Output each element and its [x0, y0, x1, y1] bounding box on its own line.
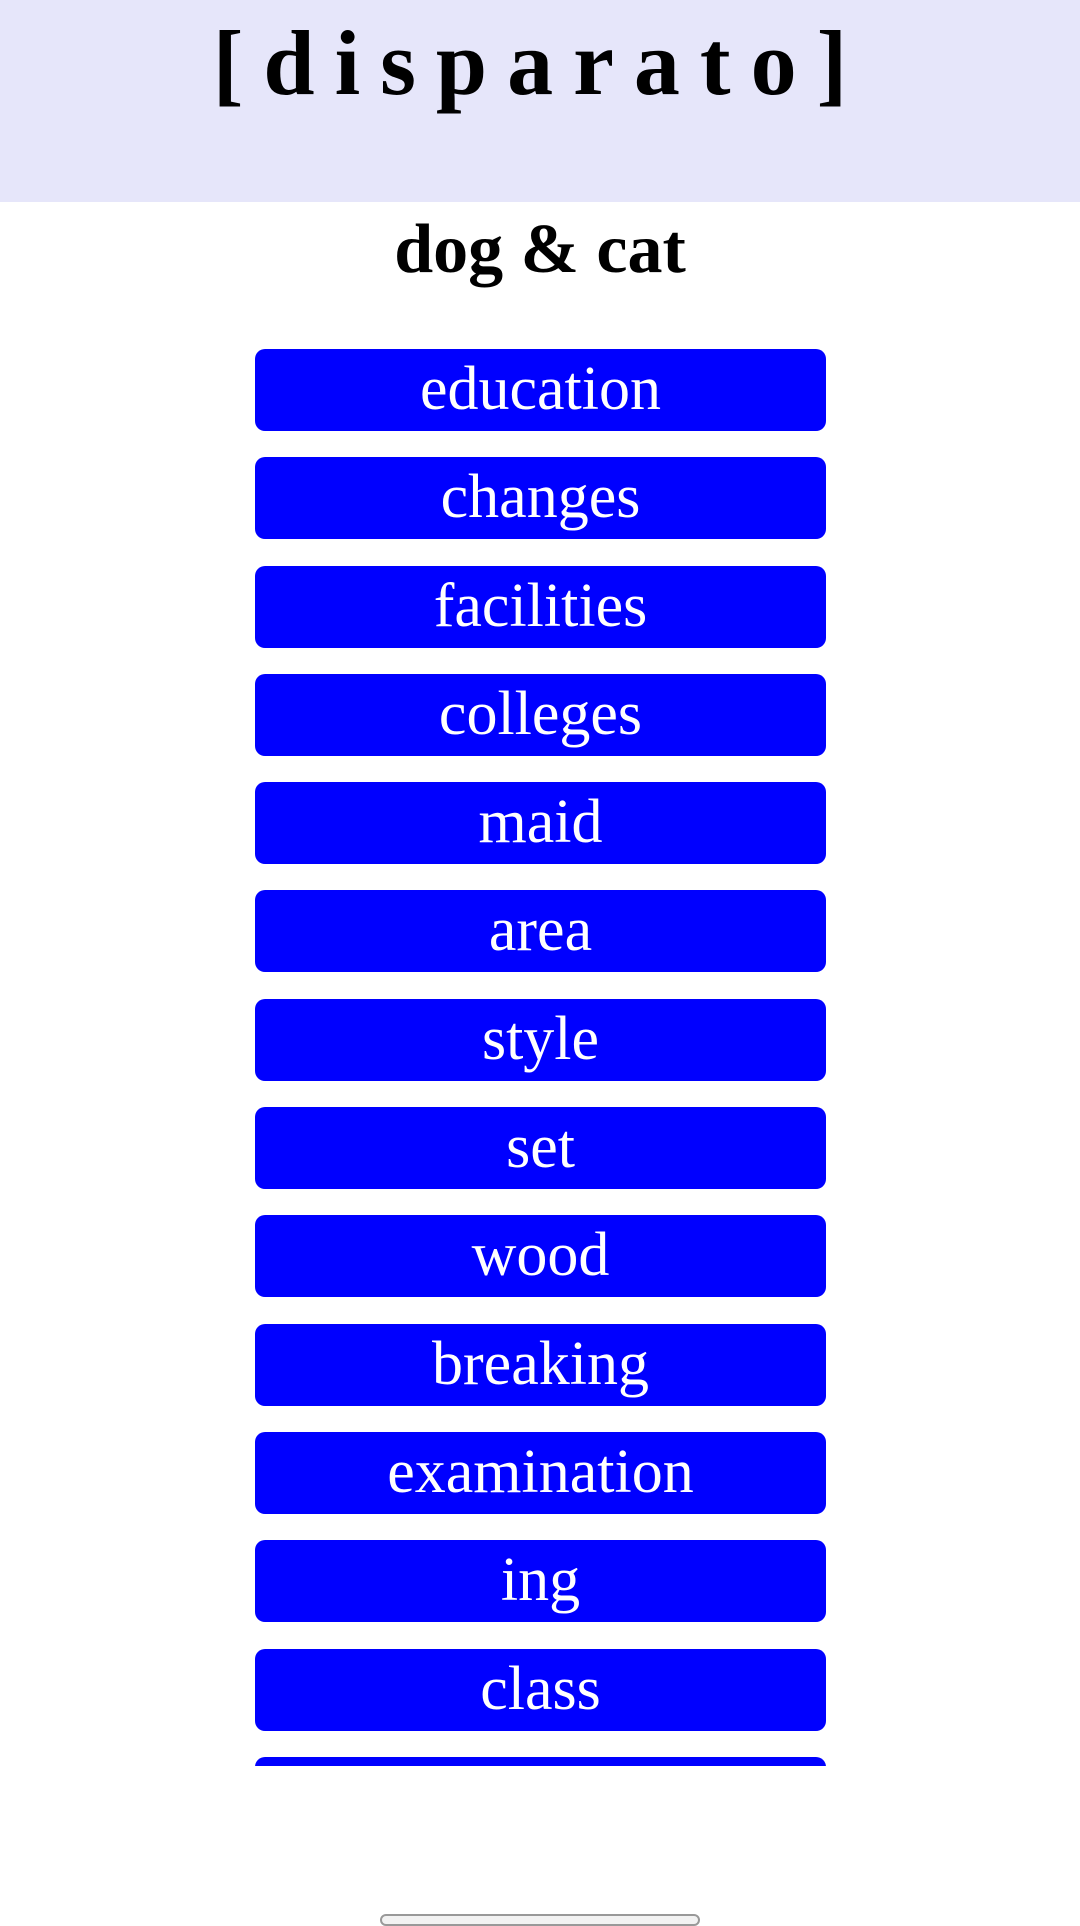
list-item-button[interactable]: ing — [255, 1540, 826, 1623]
list-item-button[interactable]: breaking — [255, 1323, 826, 1406]
list-item-button[interactable]: examination — [255, 1431, 826, 1514]
list-item-button[interactable] — [255, 1756, 826, 1766]
list-item-button[interactable]: wood — [255, 1215, 826, 1298]
list-item-button[interactable]: class — [255, 1648, 826, 1731]
list-item-button[interactable]: facilities — [255, 565, 826, 648]
page-title: dog & cat — [394, 211, 686, 288]
list-item-button[interactable]: colleges — [255, 673, 826, 756]
list-item-button[interactable]: maid — [255, 782, 826, 865]
bottom-navigation-bar[interactable] — [380, 1914, 700, 1926]
list-item-button[interactable]: changes — [255, 457, 826, 540]
site-title[interactable]: [disparato] — [212, 12, 868, 114]
list-item-button[interactable]: education — [255, 349, 826, 431]
list-item-button[interactable]: style — [255, 998, 826, 1081]
list-item-button[interactable]: set — [255, 1107, 826, 1190]
list-item-button[interactable]: area — [255, 890, 826, 973]
site-header: [disparato] — [0, 0, 1080, 202]
word-list[interactable]: education changes facilities colleges ma… — [255, 349, 826, 1766]
